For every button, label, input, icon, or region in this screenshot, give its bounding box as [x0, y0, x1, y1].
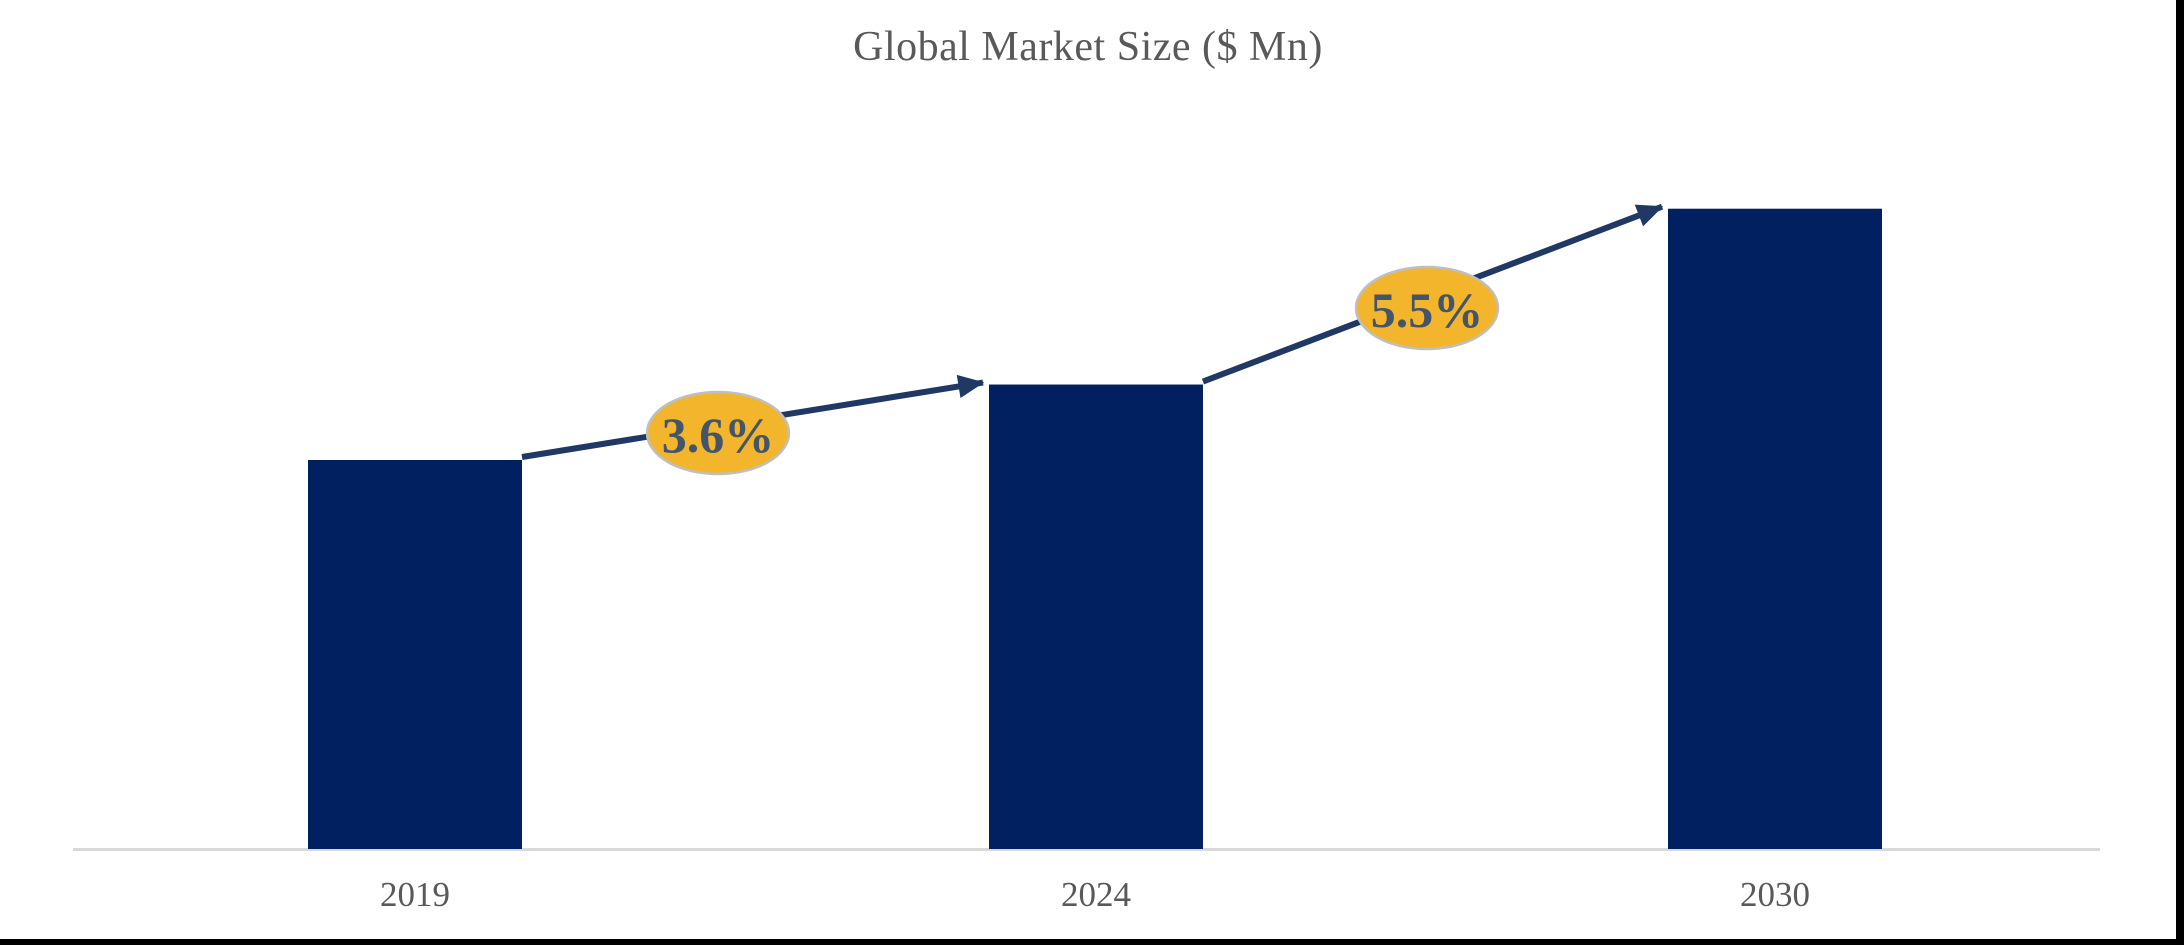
x-axis-label-2019: 2019: [380, 875, 450, 914]
cagr-badge: [1354, 265, 1500, 351]
cagr-badge-label: 3.6%: [662, 407, 775, 463]
cagr-badge: [645, 390, 791, 476]
x-axis-line: [73, 848, 2100, 851]
x-axis-label-2024: 2024: [1061, 875, 1131, 914]
x-axis-label-2030: 2030: [1740, 875, 1810, 914]
chart-title: Global Market Size ($ Mn): [853, 24, 1323, 70]
cagr-badge-label: 5.5%: [1371, 282, 1484, 338]
bar-2024: [989, 384, 1203, 849]
bar-2030: [1668, 208, 1882, 849]
bar-2019: [308, 460, 522, 849]
